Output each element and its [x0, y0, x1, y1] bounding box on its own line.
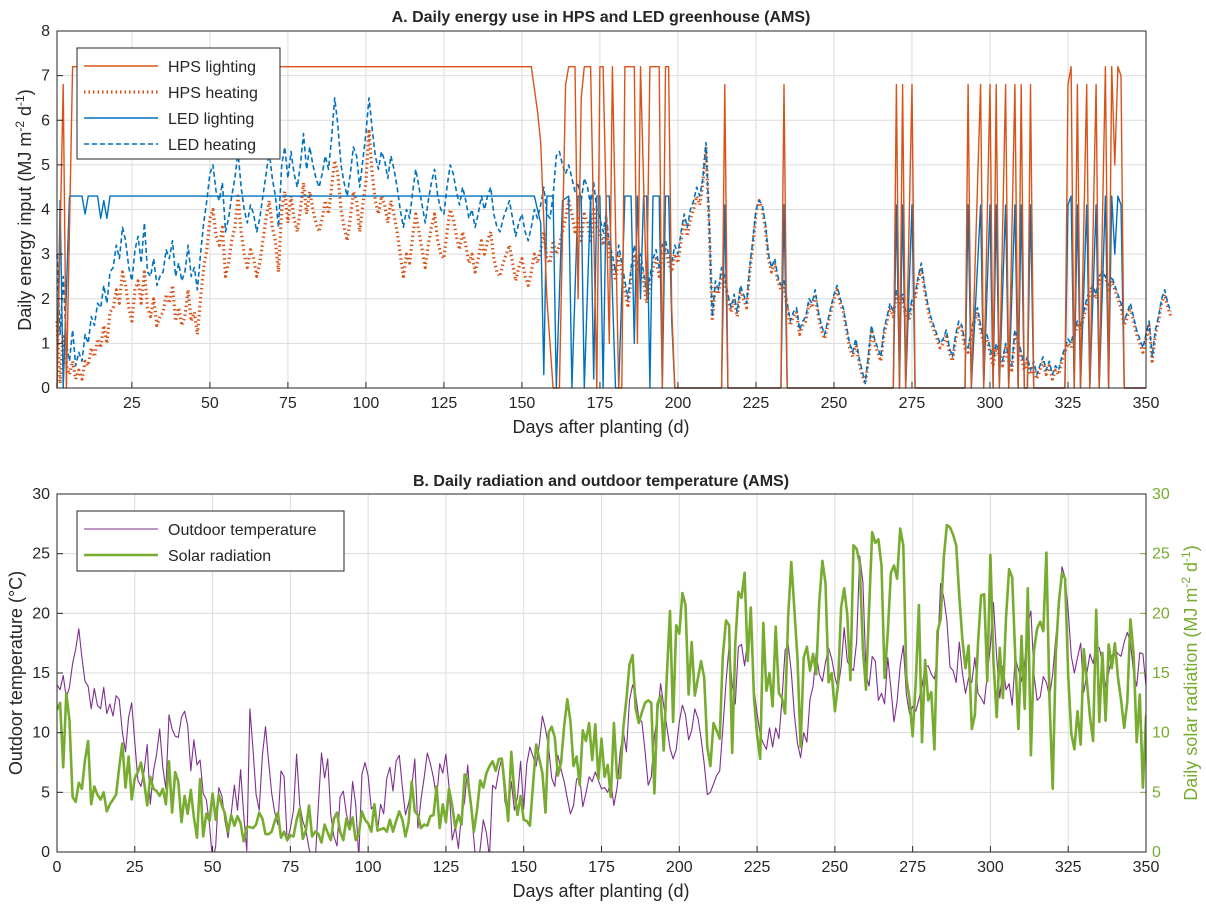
chart-a-frame — [56, 30, 1147, 389]
chart-b-xtick-label: 175 — [588, 859, 615, 876]
chart-b-ytick-label-right: 25 — [1152, 546, 1170, 563]
chart-a-xtick-label: 125 — [431, 395, 458, 412]
series-line-solar-radiation — [57, 523, 1146, 844]
chart-b-ytick-label-right: 20 — [1152, 605, 1170, 622]
panel-b-chart: B. Daily radiation and outdoor temperatu… — [6, 473, 1201, 901]
chart-b-ytick-label-left: 25 — [32, 546, 50, 563]
chart-a-xtick-label: 250 — [821, 395, 848, 412]
chart-a-xtick-label: 300 — [977, 395, 1004, 412]
chart-b-xtick-label: 25 — [126, 859, 144, 876]
chart-a-ytick-label: 8 — [41, 23, 50, 40]
chart-b-legend-box — [76, 510, 345, 572]
chart-a-ytick-label: 2 — [41, 291, 50, 308]
legend-label-led-heating: LED heating — [168, 137, 256, 154]
legend-label-hps-lighting: HPS lighting — [168, 59, 256, 76]
chart-a-xtick-label: 200 — [665, 395, 692, 412]
chart-a-xtick-label: 275 — [899, 395, 926, 412]
chart-b-ytick-label-right: 5 — [1152, 784, 1161, 801]
chart-b-xtick-label: 100 — [355, 859, 382, 876]
chart-a-ytick-label: 7 — [41, 68, 50, 85]
chart-b-xlabel: Days after planting (d) — [512, 881, 689, 901]
chart-b-ylabel-right: Daily solar radiation (MJ m-2 d-1) — [1179, 545, 1201, 800]
chart-a-ytick-label: 6 — [41, 112, 50, 129]
chart-b-ytick-label-left: 20 — [32, 605, 50, 622]
chart-b-ytick-label-right: 10 — [1152, 725, 1170, 742]
chart-b-plot-area — [57, 523, 1146, 852]
chart-b-frame — [56, 493, 1147, 853]
chart-b-xtick-label: 325 — [1055, 859, 1082, 876]
chart-a-xtick-label: 100 — [353, 395, 380, 412]
chart-a-xtick-label: 50 — [201, 395, 219, 412]
chart-a-xtick-label: 150 — [509, 395, 536, 412]
series-line-led-heating — [56, 97, 1172, 385]
legend-label-led-lighting: LED lighting — [168, 111, 254, 128]
chart-b-title: B. Daily radiation and outdoor temperatu… — [413, 473, 789, 490]
chart-b-xtick-label: 200 — [666, 859, 693, 876]
chart-a-ticks: 25 50 75 100 125 150 175 200 225 250 275 300 325 3500… — [41, 23, 1159, 412]
panel-a-chart: A. Daily energy use in HPS and LED green… — [13, 9, 1173, 437]
legend-label-outdoor-temperature: Outdoor temperature — [168, 522, 317, 539]
chart-a-ylabel: Daily energy input (MJ m-2 d-1) — [13, 89, 35, 330]
chart-b-xtick-label: 150 — [510, 859, 537, 876]
chart-b-ytick-label-left: 0 — [41, 844, 50, 861]
chart-b-ytick-label-left: 5 — [41, 784, 50, 801]
chart-b-legend: Outdoor temperature Solar radiation — [76, 510, 345, 572]
chart-a-xtick-label: 25 — [123, 395, 141, 412]
chart-b-ylabel-left: Outdoor temperature (°C) — [6, 571, 26, 775]
chart-b-xtick-label: 225 — [744, 859, 771, 876]
chart-b-xtick-label: 250 — [822, 859, 849, 876]
chart-b-xtick-label: 0 — [53, 859, 62, 876]
chart-b-ytick-label-left: 15 — [32, 665, 50, 682]
chart-b-xtick-label: 50 — [204, 859, 222, 876]
chart-a-legend: HPS lighting HPS heating LED lighting LED h… — [76, 47, 281, 160]
chart-b-xtick-label: 75 — [281, 859, 299, 876]
chart-b-xtick-label: 125 — [433, 859, 460, 876]
chart-b-xtick-label: 350 — [1133, 859, 1160, 876]
chart-a-xtick-label: 325 — [1055, 395, 1082, 412]
chart-a-ytick-label: 3 — [41, 246, 50, 263]
chart-a-xtick-label: 75 — [279, 395, 297, 412]
chart-b-ytick-label-left: 30 — [32, 486, 50, 503]
chart-b-ytick-label-left: 10 — [32, 725, 50, 742]
chart-a-ytick-label: 1 — [41, 335, 50, 352]
chart-a-ytick-label: 0 — [41, 380, 50, 397]
chart-b-ytick-label-right: 30 — [1152, 486, 1170, 503]
legend-label-hps-heating: HPS heating — [168, 85, 258, 102]
chart-a-xtick-label: 175 — [587, 395, 614, 412]
chart-b-xtick-label: 300 — [977, 859, 1004, 876]
chart-b-xtick-label: 275 — [899, 859, 926, 876]
legend-label-solar-radiation: Solar radiation — [168, 548, 271, 565]
chart-a-title: A. Daily energy use in HPS and LED green… — [392, 9, 811, 26]
chart-a-ytick-label: 4 — [41, 202, 50, 219]
chart-b-ytick-label-right: 15 — [1152, 665, 1170, 682]
chart-a-xtick-label: 225 — [743, 395, 770, 412]
chart-a-xtick-label: 350 — [1133, 395, 1160, 412]
chart-a-ytick-label: 5 — [41, 157, 50, 174]
chart-b-ytick-label-right: 0 — [1152, 844, 1161, 861]
chart-a-xlabel: Days after planting (d) — [512, 417, 689, 437]
